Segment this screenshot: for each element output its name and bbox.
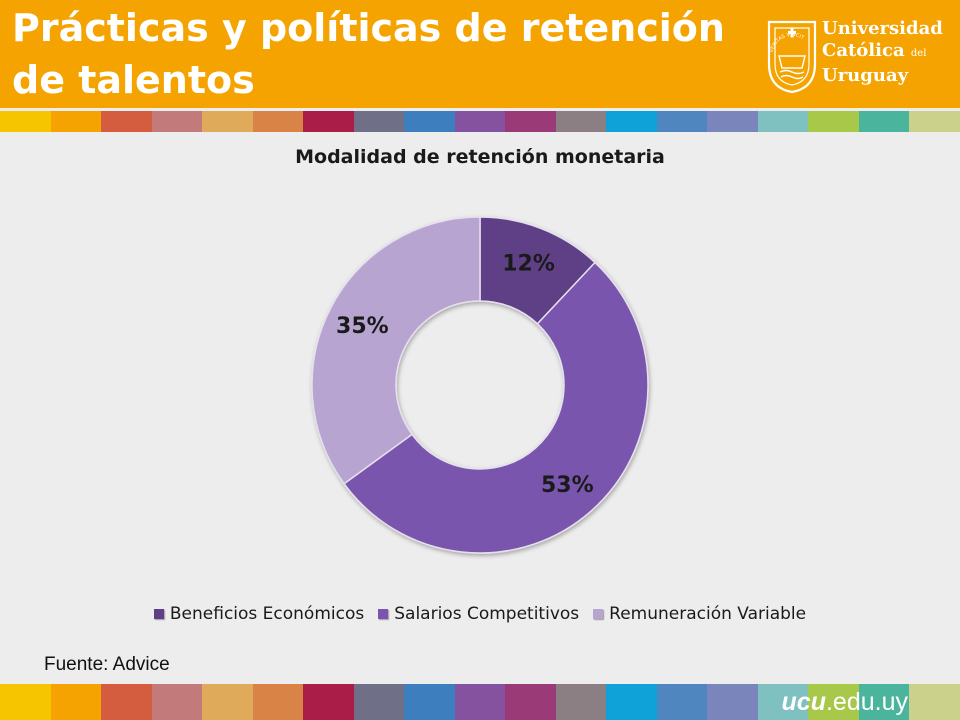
legend-label: Beneficios Económicos (169, 604, 365, 624)
legend-swatch (153, 609, 164, 619)
university-seal-icon: VERITAS VINCIT (767, 20, 817, 94)
stripe-segment (252, 684, 305, 720)
legend-item: Salarios Competitivos (378, 604, 579, 624)
stripe-segment (909, 111, 960, 132)
stripe-segment (404, 684, 456, 720)
logo-line-1: Universidad (822, 18, 943, 39)
stripe-segment (808, 684, 860, 720)
stripe-segment (707, 111, 759, 132)
stripe-segment (606, 684, 658, 720)
chart-legend: Beneficios Económicos Salarios Competitiv… (0, 604, 960, 624)
slide-title: Prácticas y políticas de retención de ta… (12, 6, 725, 102)
stripe-segment (303, 684, 355, 720)
legend-swatch (593, 609, 604, 619)
stripe-segment (757, 684, 810, 720)
stripe-segment (151, 111, 204, 132)
source-note: Fuente: Advice (44, 654, 170, 675)
stripe-segment (909, 684, 960, 720)
stripe-segment (101, 684, 153, 720)
stripe-segment (808, 111, 860, 132)
donut-chart: 12% 53% 35% (311, 216, 649, 554)
logo-line-2: Católica del (822, 40, 927, 61)
university-logo: VERITAS VINCIT Universidad Católica del … (764, 14, 954, 94)
slice-percent-label: 53% (541, 473, 594, 498)
stripe-segment (858, 684, 911, 720)
legend-swatch (378, 609, 389, 619)
slice-percent-label: 35% (336, 314, 389, 339)
stripe-segment (555, 684, 608, 720)
donut-slice (311, 216, 481, 485)
stripe-segment (0, 684, 52, 720)
stripe-segment (151, 684, 204, 720)
legend-label: Salarios Competitivos (394, 604, 580, 624)
stripe-segment (353, 111, 406, 132)
stripe-segment (303, 111, 355, 132)
stripe-segment (505, 111, 557, 132)
stripe-segment (858, 111, 911, 132)
legend-label: Remuneración Variable (609, 604, 807, 624)
stripe-segment (0, 111, 52, 132)
stripe-segment (454, 684, 507, 720)
legend-item: Remuneración Variable (593, 604, 806, 624)
stripe-segment (656, 111, 709, 132)
donut-slice (343, 261, 649, 554)
chart-title: Modalidad de retención monetaria (295, 146, 665, 168)
stripe-segment (606, 111, 658, 132)
logo-line-3: Uruguay (822, 65, 909, 86)
slide-header: Prácticas y políticas de retención de ta… (0, 0, 960, 108)
stripe-segment (555, 111, 608, 132)
decorative-stripe-top (0, 111, 960, 132)
logo-wordmark: Universidad Católica del Uruguay (822, 18, 943, 87)
stripe-segment (50, 684, 103, 720)
decorative-stripe-bottom (0, 684, 960, 720)
stripe-segment (202, 111, 254, 132)
stripe-segment (252, 111, 305, 132)
stripe-segment (454, 111, 507, 132)
stripe-segment (404, 111, 456, 132)
stripe-segment (656, 684, 709, 720)
slice-percent-label: 12% (502, 251, 555, 276)
stripe-segment (757, 111, 810, 132)
stripe-segment (707, 684, 759, 720)
legend-item: Beneficios Económicos (153, 604, 365, 624)
stripe-segment (50, 111, 103, 132)
website-footer: ucu.edu.uy (781, 688, 908, 716)
stripe-segment (505, 684, 557, 720)
stripe-segment (101, 111, 153, 132)
stripe-segment (353, 684, 406, 720)
stripe-segment (202, 684, 254, 720)
